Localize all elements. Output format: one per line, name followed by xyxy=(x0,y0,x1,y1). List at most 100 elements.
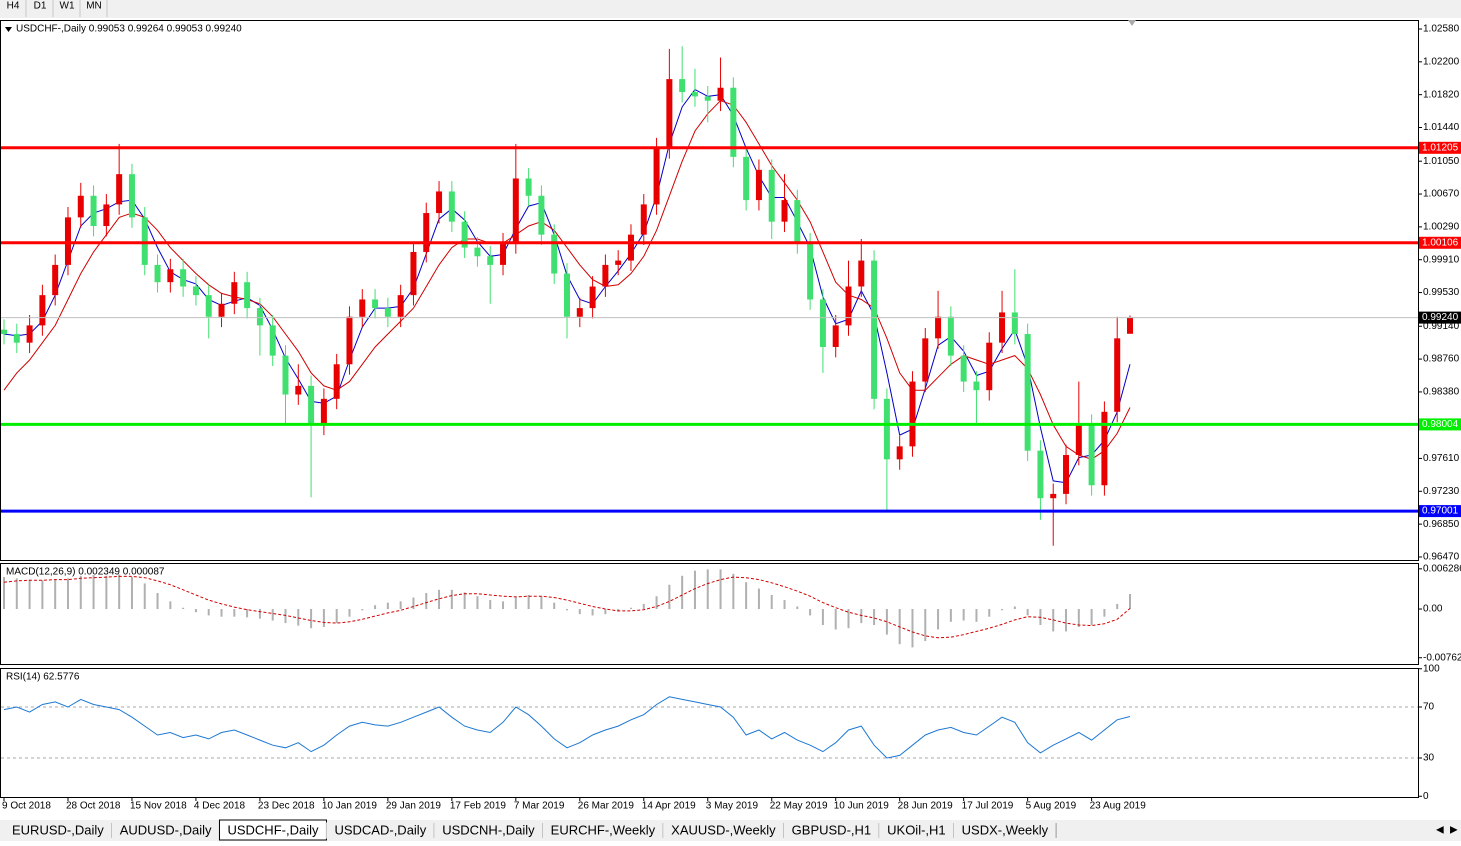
candle-body xyxy=(666,79,673,149)
macd-bar xyxy=(719,569,722,610)
macd-bar xyxy=(66,578,69,610)
macd-signal xyxy=(3,575,1131,639)
macd-bar xyxy=(220,609,223,617)
macd-bar xyxy=(105,575,108,610)
candle-body xyxy=(999,312,1006,343)
tab[interactable] xyxy=(879,822,954,839)
candle-body xyxy=(538,195,545,235)
y-tick-label: 1.01820 xyxy=(1423,89,1460,100)
candle-body xyxy=(602,264,609,287)
y-tick-label: 0.96470 xyxy=(1423,552,1460,563)
x-tick-label: 17 Feb 2019 xyxy=(450,801,507,812)
macd-bar xyxy=(770,594,773,610)
macd-bar xyxy=(681,575,684,610)
macd-bar xyxy=(1001,609,1004,611)
tab[interactable] xyxy=(326,822,435,839)
moving-average xyxy=(3,100,1131,460)
macd-bar xyxy=(271,609,274,621)
y-tick-label: 0.99530 xyxy=(1423,287,1460,298)
candle-body xyxy=(1127,317,1133,334)
tab-label[interactable]: USDX-,Weekly xyxy=(962,822,1049,837)
tab[interactable] xyxy=(953,822,1057,839)
dropdown-arrow[interactable] xyxy=(5,27,12,32)
candle-body xyxy=(627,234,634,261)
macd-bar xyxy=(322,609,325,627)
candle-body xyxy=(192,286,199,296)
tab-label[interactable]: EURCHF-,Weekly xyxy=(551,822,656,837)
x-tick-label: 10 Jan 2019 xyxy=(322,801,377,812)
macd-bar xyxy=(233,609,236,617)
macd-bar xyxy=(425,593,428,610)
macd-bar xyxy=(182,607,185,610)
candle-body xyxy=(1114,338,1121,412)
timeframe-button[interactable]: W1 xyxy=(60,1,75,12)
macd-bar xyxy=(41,580,44,610)
y-tick-label: 1.01050 xyxy=(1423,156,1460,167)
level-label: 0.97001 xyxy=(1422,506,1459,517)
candle-body xyxy=(141,217,148,265)
candle-body xyxy=(896,446,903,460)
macd-bar xyxy=(335,609,338,624)
x-tick-label: 14 Apr 2019 xyxy=(642,801,696,812)
tab[interactable] xyxy=(434,822,543,839)
macd-bar xyxy=(949,609,952,622)
tab-scroll-left[interactable]: ◀ xyxy=(1436,825,1444,836)
tab[interactable] xyxy=(111,822,220,839)
candle-body xyxy=(308,385,315,425)
x-tick-label: 9 Oct 2018 xyxy=(2,801,51,812)
candle-body xyxy=(883,398,890,460)
candle-body xyxy=(423,213,430,252)
candle-body xyxy=(372,299,379,309)
macd-bar xyxy=(194,609,197,613)
tab-label[interactable]: GBPUSD-,H1 xyxy=(792,822,871,837)
candle-body xyxy=(730,87,737,157)
tab-label[interactable]: XAUUSD-,Weekly xyxy=(671,822,776,837)
tab-label[interactable]: EURUSD-,Daily xyxy=(12,822,104,837)
tab[interactable] xyxy=(783,822,880,839)
timeframe-button[interactable]: D1 xyxy=(34,1,47,12)
y-tick-label: 0 xyxy=(1423,791,1429,802)
macd-bar xyxy=(361,609,364,611)
tab-label[interactable]: UKOil-,H1 xyxy=(887,822,946,837)
macd-bar xyxy=(975,609,978,622)
candle-body xyxy=(295,385,302,395)
macd-bar xyxy=(821,609,824,626)
candle-body xyxy=(871,260,878,399)
timeframe-button[interactable]: MN xyxy=(86,1,102,12)
y-tick-label: 0.00 xyxy=(1423,604,1443,615)
timeframe-button[interactable]: H4 xyxy=(7,1,20,12)
candle-body xyxy=(794,200,801,244)
tab[interactable] xyxy=(663,822,784,839)
level-label-box xyxy=(1419,418,1461,431)
tab[interactable] xyxy=(542,822,664,839)
candle-body xyxy=(64,217,71,265)
candle-body xyxy=(448,191,455,222)
candle-body xyxy=(397,295,404,317)
candle-body xyxy=(487,256,494,265)
tab-label[interactable]: USDCAD-,Daily xyxy=(334,822,426,837)
candle-body xyxy=(717,87,724,101)
tab-label[interactable]: AUDUSD-,Daily xyxy=(120,822,212,837)
macd-bar xyxy=(885,609,888,635)
tab-label[interactable]: USDCNH-,Daily xyxy=(442,822,535,837)
macd-bar xyxy=(130,577,133,610)
macd-bar xyxy=(655,596,658,610)
candle-body xyxy=(474,247,481,257)
candle-body xyxy=(743,156,750,201)
candle-body xyxy=(525,178,532,196)
candle-body xyxy=(768,169,775,222)
candle-body xyxy=(26,325,33,343)
tab-scroll-right[interactable]: ▶ xyxy=(1450,825,1458,836)
y-tick-label: 0.99910 xyxy=(1423,254,1460,265)
macd-bar xyxy=(783,600,786,610)
candle-body xyxy=(359,299,366,317)
toolbar xyxy=(0,0,1461,18)
macd-bar xyxy=(809,609,812,616)
macd-bar xyxy=(348,609,351,617)
macd-bar xyxy=(604,609,607,615)
candle-body xyxy=(653,148,660,205)
macd-bar xyxy=(527,594,530,610)
tab-label[interactable]: USDCHF-,Daily xyxy=(227,822,319,837)
tab[interactable] xyxy=(4,822,112,839)
